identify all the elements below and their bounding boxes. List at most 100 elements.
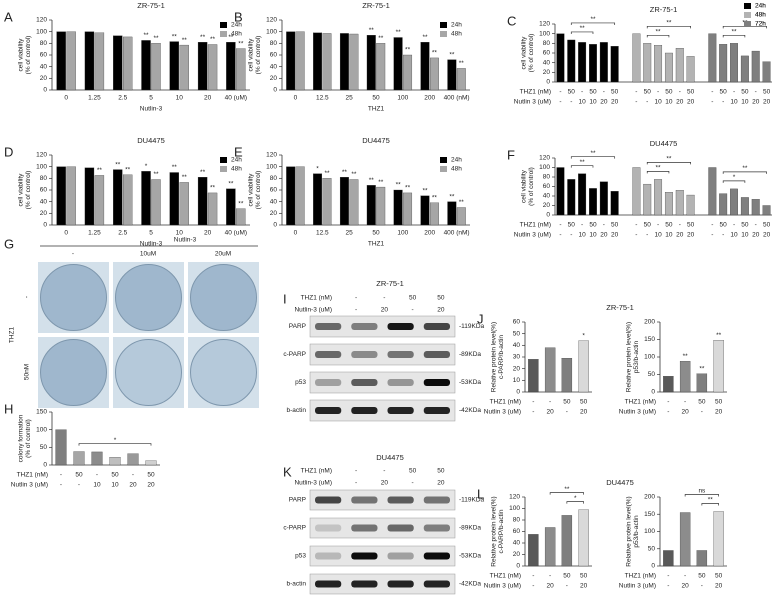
blot-band [315, 407, 342, 414]
row-value: - [60, 482, 62, 489]
legend-label: 24h [231, 22, 242, 29]
bracket-label: ** [656, 29, 662, 36]
x-tick-label: 40 (uM) [225, 95, 247, 102]
bar [94, 32, 105, 91]
bar [286, 31, 296, 91]
significance: ** [125, 167, 131, 174]
protein-size: -119KDa [459, 323, 485, 330]
legend-swatch [440, 166, 447, 172]
row-value: - [355, 480, 357, 487]
y-tick-label: 120 [36, 17, 47, 24]
row-label: THZ1 (nM) [17, 472, 48, 479]
bar [295, 31, 305, 91]
y-tick-label: 0 [651, 389, 655, 396]
y-tick-label: 80 [513, 517, 521, 524]
bracket-label: * [114, 437, 117, 444]
y-tick-label: 50 [648, 371, 656, 378]
bar [286, 166, 296, 226]
bar [236, 48, 246, 91]
blot-band [423, 351, 450, 358]
bar [91, 451, 103, 466]
bar [561, 515, 573, 567]
y-tick-label: 0 [43, 87, 47, 94]
significance: ** [182, 174, 188, 181]
panel-label: K [283, 464, 292, 479]
row-value: 10 [730, 232, 738, 239]
row-value: 20 [682, 583, 690, 590]
row-value: 50 [698, 399, 706, 406]
row-value: 50 [437, 468, 445, 475]
bracket-label: * [733, 174, 736, 181]
row-value: 20 [600, 232, 608, 239]
protein-size: -53KDa [459, 553, 481, 560]
row-value: 50 [75, 472, 83, 479]
legend-label: 24h [451, 157, 462, 164]
row-value: - [532, 583, 534, 590]
y-tick-label: 50 [513, 330, 521, 337]
legend-label: 48h [755, 12, 766, 19]
row-label: Nutlin-3 (uM) [294, 480, 332, 487]
blot-band [351, 379, 378, 386]
bracket [684, 494, 719, 497]
row-value: - [667, 399, 669, 406]
row-label: Nutlin 3 (uM) [514, 232, 551, 239]
bar [123, 36, 133, 91]
row-label: Nutlin 3 (uM) [11, 482, 48, 489]
blot-band [387, 407, 414, 414]
significance: ** [182, 37, 188, 44]
row-value: - [566, 583, 568, 590]
bar [713, 340, 724, 393]
bar [578, 173, 587, 216]
significance: ** [683, 353, 689, 360]
y-tick-label: 20 [543, 202, 551, 209]
significance: * [145, 163, 148, 170]
y-axis-label: c-PARP/b-actin [498, 509, 505, 553]
bar [393, 37, 403, 91]
bar [420, 42, 430, 91]
y-tick-label: 60 [270, 187, 278, 194]
y-axis-label: (% of control) [25, 171, 32, 210]
blot-strip [309, 573, 456, 595]
plate [115, 339, 182, 406]
treatment-label: Nutlin-3 [174, 237, 197, 244]
column-label: - [72, 251, 74, 258]
legend-swatch [744, 12, 751, 18]
bar [73, 451, 85, 466]
chart-title: ZR-75-1 [362, 1, 390, 10]
row-value: 20 [129, 482, 137, 489]
bracket [646, 162, 691, 165]
panel-label: L [477, 486, 484, 501]
row-value: 20 [763, 232, 771, 239]
row-value: - [570, 99, 572, 106]
significance: ** [228, 34, 234, 41]
bar [599, 181, 608, 216]
y-tick-label: 100 [539, 30, 550, 37]
row-value: - [559, 232, 561, 239]
bracket [570, 31, 594, 34]
bar [236, 208, 246, 226]
legend-swatch [220, 157, 227, 163]
y-tick-label: 0 [546, 212, 550, 219]
bar [197, 177, 208, 226]
row-value: 20 [752, 232, 760, 239]
y-tick-label: 120 [36, 152, 47, 159]
plate [190, 339, 257, 406]
y-tick-label: 60 [543, 183, 551, 190]
bar [339, 177, 349, 226]
y-tick-label: 40 [543, 193, 551, 200]
row-value: 10 [93, 482, 101, 489]
protein-size: -89KDa [459, 351, 481, 358]
blot-band [387, 379, 414, 386]
y-tick-label: 100 [644, 528, 655, 535]
x-tick-label: 5 [149, 230, 153, 237]
y-tick-label: 40 [513, 342, 521, 349]
y-tick-label: 60 [513, 319, 521, 326]
bar [179, 182, 189, 226]
bar [151, 179, 161, 226]
y-tick-label: 0 [273, 87, 277, 94]
bar [447, 59, 457, 91]
bar [740, 197, 749, 216]
y-axis-label: p53/b-actin [633, 515, 640, 548]
y-axis-label: cell viability [248, 173, 255, 207]
bar [207, 44, 218, 91]
